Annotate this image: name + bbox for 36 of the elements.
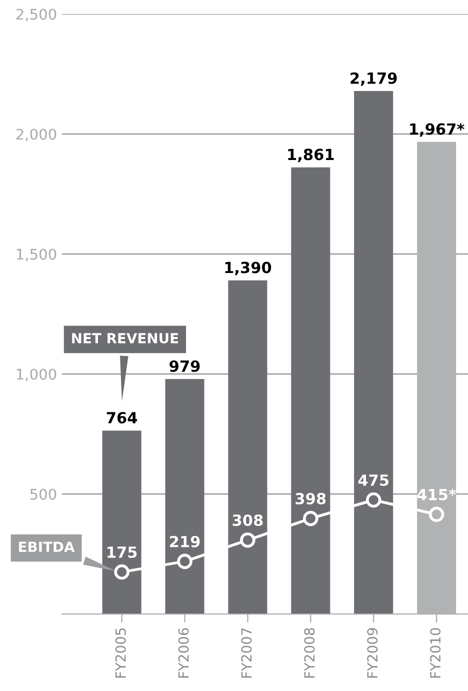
data-label: 398 [296,492,326,504]
y-tick-label: 1,000 [16,368,56,382]
point [428,506,444,522]
bar [228,280,268,614]
data-label: 308 [232,514,263,526]
point [177,554,192,570]
x-tick-label: FY2010 [430,628,441,678]
x-tick-label: FY2007 [241,628,252,678]
data-label: 1,390 [225,262,272,276]
bar [102,430,142,614]
text: EBITDA [19,542,75,552]
point [366,492,382,508]
point [302,510,318,526]
data-label: 764 [106,412,138,424]
data-label: 2,179 [350,72,397,86]
data-label: 1,967* [410,123,464,137]
data-label: 1,861 [288,148,334,162]
x-tick-label: FY2009 [367,628,378,678]
bar [165,379,204,614]
text: NET REVENUE [72,333,178,344]
x-tick-label: FY2006 [178,628,189,678]
data-label: 415* [417,488,456,500]
data-label: 219 [170,536,200,548]
y-tick-label: 2,500 [16,8,56,22]
y-tick-label: 500 [30,488,56,500]
bar [291,167,330,614]
point [114,564,130,580]
point [240,532,256,548]
data-label: 475 [358,474,388,486]
y-tick-label: 2,000 [16,128,56,142]
y-tick-label: 1,500 [16,248,56,262]
bar [354,91,394,614]
data-label: 979 [170,360,200,372]
data-label: 175 [108,546,137,558]
x-tick-label: FY2008 [304,628,315,678]
x-tick-label: FY2005 [115,628,126,678]
